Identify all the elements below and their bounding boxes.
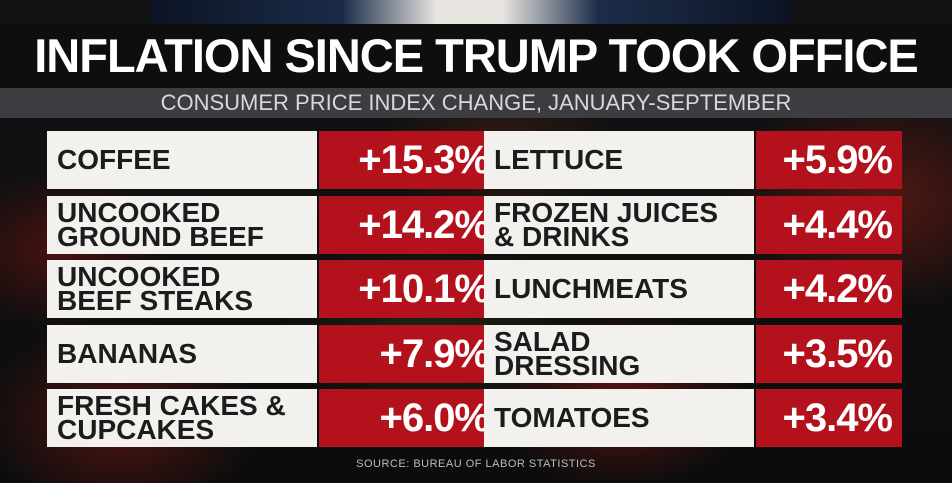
item-row: FRESH CAKES & CUPCAKES +6.0% — [47, 389, 499, 447]
item-row: SALAD DRESSING +3.5% — [484, 325, 902, 383]
item-value: +15.3% — [319, 131, 499, 189]
item-label: FROZEN JUICES & DRINKS — [484, 196, 754, 254]
source-credit: SOURCE: BUREAU OF LABOR STATISTICS — [356, 458, 596, 470]
item-value: +10.1% — [319, 260, 499, 318]
headline-subtitle: CONSUMER PRICE INDEX CHANGE, JANUARY-SEP… — [0, 88, 952, 118]
item-label: COFFEE — [47, 131, 317, 189]
item-label: UNCOOKED BEEF STEAKS — [47, 260, 317, 318]
item-label: BANANAS — [47, 325, 317, 383]
item-label: LUNCHMEATS — [484, 260, 754, 318]
item-value: +4.2% — [756, 260, 902, 318]
item-label: FRESH CAKES & CUPCAKES — [47, 389, 317, 447]
item-row: TOMATOES +3.4% — [484, 389, 902, 447]
item-row: LETTUCE +5.9% — [484, 131, 902, 189]
item-row: BANANAS +7.9% — [47, 325, 499, 383]
item-value: +4.4% — [756, 196, 902, 254]
presenter-image — [150, 0, 790, 24]
headline-title: INFLATION SINCE TRUMP TOOK OFFICE — [0, 24, 952, 88]
item-value: +3.4% — [756, 389, 902, 447]
item-row: FROZEN JUICES & DRINKS +4.4% — [484, 196, 902, 254]
item-value: +5.9% — [756, 131, 902, 189]
item-label: LETTUCE — [484, 131, 754, 189]
item-row: UNCOOKED GROUND BEEF +14.2% — [47, 196, 499, 254]
item-value: +3.5% — [756, 325, 902, 383]
item-value: +14.2% — [319, 196, 499, 254]
item-row: COFFEE +15.3% — [47, 131, 499, 189]
item-value: +6.0% — [319, 389, 499, 447]
item-row: UNCOOKED BEEF STEAKS +10.1% — [47, 260, 499, 318]
item-label: TOMATOES — [484, 389, 754, 447]
item-label: SALAD DRESSING — [484, 325, 754, 383]
item-label: UNCOOKED GROUND BEEF — [47, 196, 317, 254]
item-value: +7.9% — [319, 325, 499, 383]
item-row: LUNCHMEATS +4.2% — [484, 260, 902, 318]
